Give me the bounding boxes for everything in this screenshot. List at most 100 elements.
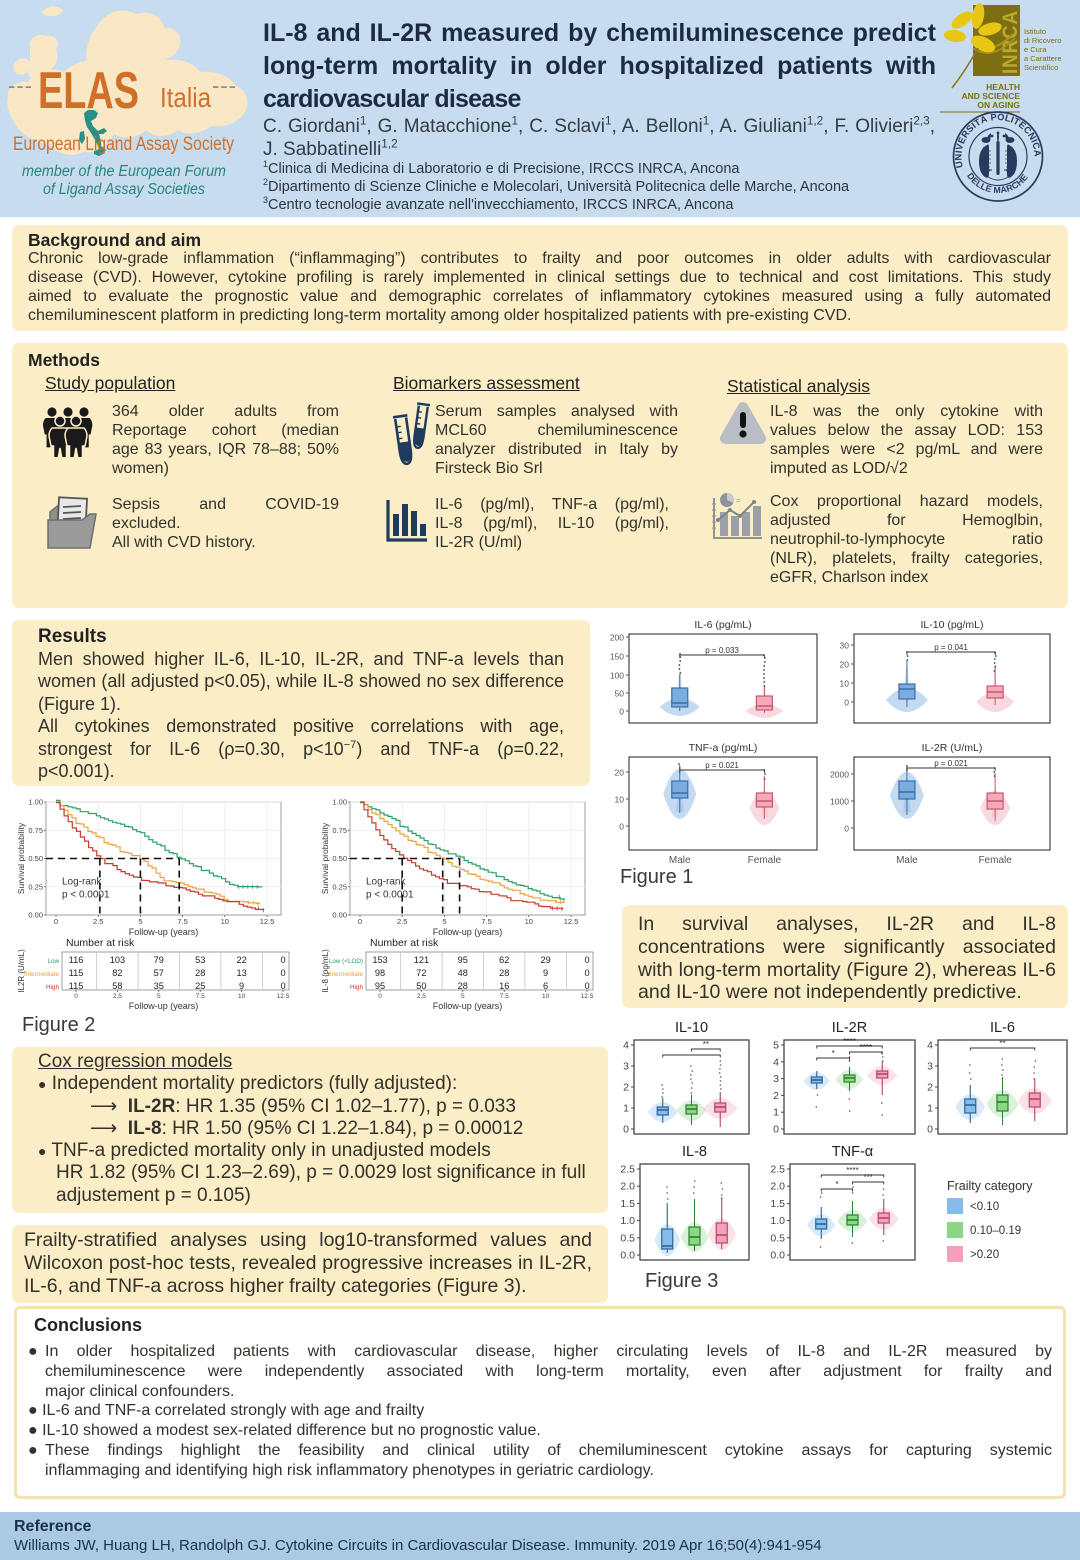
svg-text:Intermediate: Intermediate: [328, 971, 363, 978]
svg-text:di Ricovero: di Ricovero: [1024, 36, 1062, 45]
svg-text:0: 0: [619, 707, 624, 717]
svg-text:12.5: 12.5: [581, 993, 594, 1000]
svg-text:Male: Male: [669, 855, 691, 866]
svg-text:member of the European Forum: member of the European Forum: [22, 163, 226, 180]
svg-text:Intermediate: Intermediate: [24, 971, 59, 978]
svg-text:0: 0: [280, 981, 285, 991]
svg-text:4: 4: [623, 1040, 629, 1052]
svg-text:5: 5: [157, 993, 161, 1000]
svg-text:62: 62: [499, 955, 509, 965]
svg-text:50: 50: [615, 689, 625, 699]
svg-text:European Ligand Assay Society: European Ligand Assay Society: [13, 133, 234, 155]
svg-text:58: 58: [112, 981, 122, 991]
svg-text:0: 0: [584, 981, 589, 991]
svg-text:1000: 1000: [830, 797, 849, 807]
svg-text:79: 79: [154, 955, 164, 965]
svg-text:12.5: 12.5: [277, 993, 290, 1000]
svg-text:2: 2: [773, 1090, 779, 1102]
svg-text:<0.10: <0.10: [970, 1201, 999, 1213]
svg-text:IL2R (U/mL): IL2R (U/mL): [17, 949, 26, 993]
svg-text:2000: 2000: [830, 770, 849, 780]
svg-text:9: 9: [239, 981, 244, 991]
svg-text:12.5: 12.5: [260, 917, 275, 926]
svg-text:1: 1: [927, 1103, 933, 1115]
svg-text:p < 0.0001: p < 0.0001: [62, 889, 110, 900]
svg-text:2.5: 2.5: [620, 1164, 635, 1176]
svg-text:0.0: 0.0: [770, 1250, 785, 1262]
svg-text:0: 0: [619, 822, 624, 832]
svg-text:10: 10: [542, 993, 550, 1000]
svg-text:p = 0.041: p = 0.041: [934, 643, 968, 652]
svg-text:0: 0: [54, 917, 58, 926]
svg-text:10: 10: [238, 993, 246, 1000]
svg-text:0: 0: [927, 1124, 933, 1136]
svg-text:of Ligand Assay Societies: of Ligand Assay Societies: [43, 181, 205, 198]
svg-text:3: 3: [927, 1061, 933, 1073]
svg-text:6: 6: [543, 981, 548, 991]
svg-text:***: ***: [863, 1173, 872, 1182]
svg-text:Scientifico: Scientifico: [1024, 63, 1058, 72]
svg-text:0.00: 0.00: [28, 911, 43, 920]
svg-text:Number at risk: Number at risk: [66, 937, 135, 949]
svg-text:2.5: 2.5: [113, 993, 122, 1000]
svg-text:0: 0: [358, 917, 362, 926]
svg-text:0: 0: [844, 824, 849, 834]
svg-text:Italia: Italia: [160, 82, 211, 113]
svg-text:72: 72: [416, 968, 426, 978]
svg-text:0: 0: [844, 698, 849, 708]
svg-text:13: 13: [236, 968, 246, 978]
svg-text:AND SCIENCE: AND SCIENCE: [961, 91, 1020, 101]
svg-text:Low: Low: [47, 958, 59, 965]
svg-text:Log-rank: Log-rank: [366, 876, 406, 887]
svg-text:10: 10: [221, 917, 229, 926]
svg-text:116: 116: [69, 955, 84, 965]
svg-text:5: 5: [461, 993, 465, 1000]
svg-text:0: 0: [280, 968, 285, 978]
svg-text:1.0: 1.0: [620, 1215, 635, 1227]
svg-text:0: 0: [74, 993, 78, 1000]
svg-text:0.50: 0.50: [332, 854, 347, 863]
svg-text:p = 0.021: p = 0.021: [705, 761, 739, 770]
svg-text:ON AGING: ON AGING: [977, 100, 1020, 110]
svg-text:---: ---: [8, 73, 33, 98]
svg-text:48: 48: [458, 968, 468, 978]
svg-text:TNF-a (pg/mL): TNF-a (pg/mL): [689, 742, 758, 754]
svg-text:IL-6: IL-6: [990, 1020, 1015, 1036]
svg-text:5: 5: [138, 917, 142, 926]
svg-text:20: 20: [615, 768, 625, 778]
svg-text:0: 0: [378, 993, 382, 1000]
svg-text:*: *: [835, 1180, 838, 1189]
svg-text:**: **: [703, 1040, 709, 1049]
svg-text:Frailty category: Frailty category: [947, 1179, 1033, 1193]
svg-text:Male: Male: [896, 855, 918, 866]
svg-text:Follow-up (years): Follow-up (years): [129, 1001, 199, 1011]
svg-text:1.00: 1.00: [332, 798, 347, 807]
svg-text:HEALTH: HEALTH: [986, 82, 1020, 92]
svg-text:150: 150: [610, 652, 624, 662]
svg-text:20: 20: [840, 660, 850, 670]
svg-text:IL-10 (pg/mL): IL-10 (pg/mL): [920, 619, 983, 631]
svg-text:IL-2R: IL-2R: [832, 1020, 867, 1036]
svg-text:IL-6 (pg/mL): IL-6 (pg/mL): [694, 619, 751, 631]
svg-text:0: 0: [584, 968, 589, 978]
svg-text:98: 98: [375, 968, 385, 978]
svg-text:ELAS: ELAS: [38, 62, 139, 120]
svg-text:7.5: 7.5: [481, 917, 491, 926]
svg-text:p = 0.021: p = 0.021: [934, 759, 968, 768]
svg-text:Follow-up (years): Follow-up (years): [433, 927, 503, 937]
svg-text:1.00: 1.00: [28, 798, 43, 807]
svg-text:10: 10: [525, 917, 533, 926]
svg-text:50: 50: [416, 981, 426, 991]
svg-text:0.25: 0.25: [28, 882, 43, 891]
svg-text:10: 10: [840, 679, 850, 689]
svg-text:9: 9: [543, 968, 548, 978]
svg-text:22: 22: [236, 955, 246, 965]
svg-text:2.5: 2.5: [93, 917, 103, 926]
svg-text:1.0: 1.0: [770, 1215, 785, 1227]
svg-text:30: 30: [840, 641, 850, 651]
svg-text:3: 3: [773, 1073, 779, 1085]
svg-text:1.5: 1.5: [620, 1198, 635, 1210]
svg-text:12.5: 12.5: [564, 917, 579, 926]
svg-text:103: 103: [110, 955, 125, 965]
svg-text:Female: Female: [978, 855, 1012, 866]
